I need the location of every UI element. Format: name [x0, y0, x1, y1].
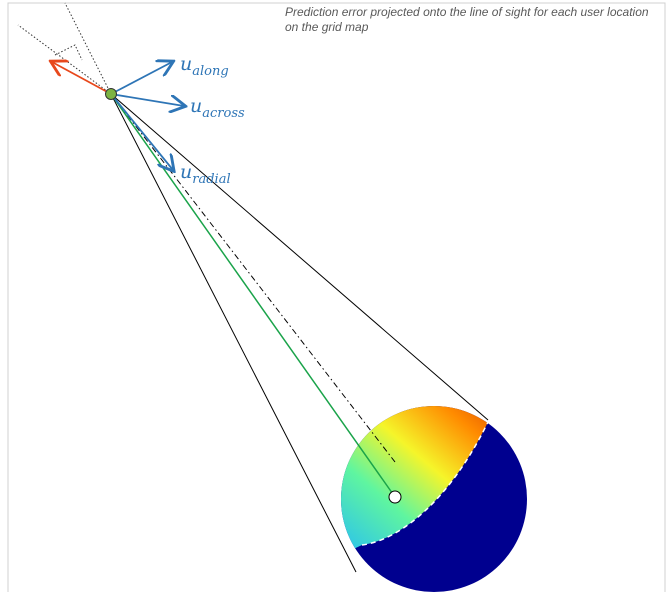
line-of-sight — [110, 93, 396, 498]
visibility-boundary — [361, 421, 489, 546]
error-vector — [52, 62, 112, 95]
dotted-line — [64, 2, 112, 95]
vector-label: ualong — [180, 53, 229, 79]
caption: Prediction error projected onto the line… — [285, 5, 649, 34]
satellite — [105, 88, 117, 100]
along-vector — [110, 62, 172, 95]
vector-label: uacross — [190, 95, 245, 121]
dotted-line — [54, 44, 83, 61]
frame-border — [7, 2, 666, 592]
error-heatmap — [341, 406, 527, 560]
cone-edge — [110, 93, 357, 573]
cone-edge — [110, 93, 489, 421]
vector-label: uradial — [180, 161, 231, 187]
nadir-line — [110, 93, 396, 463]
across-vector — [110, 93, 184, 106]
user-location — [388, 490, 402, 504]
dotted-line — [17, 24, 112, 95]
radial-vector — [110, 93, 173, 170]
